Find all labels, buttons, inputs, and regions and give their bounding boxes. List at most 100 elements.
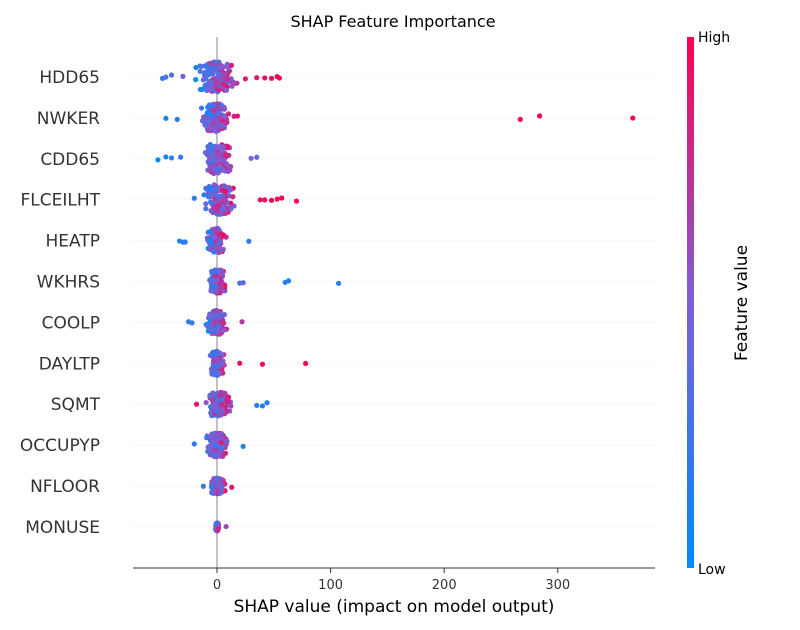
shap-dot (517, 116, 523, 122)
feature-label: HEATP (46, 232, 100, 252)
shap-dot (221, 104, 227, 110)
shap-dot (163, 154, 169, 160)
shap-dot (217, 290, 223, 296)
shap-dot (217, 151, 223, 157)
shap-dot (630, 115, 636, 121)
shap-dot (212, 127, 218, 133)
shap-dot (224, 397, 230, 403)
shap-dot (229, 83, 235, 89)
shap-dot (208, 186, 214, 193)
shap-dot (220, 370, 226, 376)
shap-dot (228, 403, 234, 409)
shap-dot (222, 183, 228, 190)
shap-dot (303, 360, 309, 367)
shap-dot (257, 197, 263, 203)
shap-dot (206, 156, 213, 162)
shap-dot (221, 145, 227, 151)
feature-label: WKHRS (37, 273, 100, 293)
shap-dot (212, 443, 219, 449)
shap-dot (214, 277, 220, 283)
shap-dot (207, 313, 213, 319)
shap-dot (220, 64, 227, 70)
shap-dot (218, 476, 224, 482)
shap-dot (213, 403, 219, 409)
x-ticks: 0 100 200 300 (213, 568, 570, 593)
colorbar-low-label: Low (698, 562, 726, 578)
shap-dot (259, 403, 266, 409)
shap-dot (254, 75, 260, 81)
shap-dot (214, 432, 220, 439)
shap-dot (207, 392, 213, 398)
shap-dot (219, 390, 225, 396)
shap-dot (207, 277, 213, 283)
shap-dot (215, 72, 221, 78)
shap-dot (218, 439, 224, 446)
shap-dot (279, 195, 285, 201)
shap-dot (213, 144, 219, 150)
shap-dot (198, 105, 205, 111)
shap-dot (203, 399, 209, 406)
shap-dot (268, 197, 275, 203)
shap-dot (254, 154, 260, 160)
shap-dot (193, 77, 199, 83)
shap-dot (207, 237, 214, 243)
shap-dot (211, 249, 217, 255)
shap-dot (234, 113, 241, 119)
shap-dot (224, 119, 230, 125)
colorbar-title: Feature value (732, 245, 752, 361)
x-axis-label: SHAP value (impact on model output) (234, 597, 555, 617)
shap-dot (213, 520, 219, 527)
shap-dot (201, 192, 207, 198)
shap-dot (219, 284, 225, 290)
shap-dots (155, 59, 636, 534)
shap-dot (276, 75, 283, 81)
shap-dot (239, 319, 245, 325)
shap-dot (210, 71, 216, 77)
shap-dot (228, 187, 234, 193)
shap-dot (216, 323, 222, 329)
shap-dot (240, 280, 246, 286)
shap-dot (206, 70, 212, 76)
feature-label: NFLOOR (30, 477, 100, 497)
shap-dot (211, 166, 217, 172)
shap-dot (228, 62, 235, 68)
shap-dot (246, 238, 252, 244)
shap-dot (216, 240, 222, 246)
shap-dot (216, 187, 222, 193)
shap-dot (214, 475, 220, 481)
shap-dot (537, 113, 543, 119)
shap-dot (211, 182, 217, 188)
shap-dot (240, 443, 246, 449)
shap-dot (199, 86, 206, 92)
shap-dot (216, 202, 222, 209)
shap-dot (219, 396, 225, 402)
shap-dot (213, 61, 219, 67)
shap-dot (216, 126, 222, 132)
shap-dot (217, 121, 223, 127)
shap-dot (208, 325, 215, 331)
shap-dot (211, 351, 217, 357)
shap-dot (199, 118, 205, 124)
shap-dot (207, 60, 213, 66)
shap-dot (264, 400, 270, 406)
shap-dot (189, 320, 195, 326)
shap-dot (205, 144, 211, 150)
shap-dot (178, 154, 184, 160)
shap-dot (222, 210, 228, 216)
shap-dot (202, 122, 208, 128)
shap-dot (285, 278, 292, 284)
shap-dot (202, 71, 208, 77)
x-tick-label: 100 (318, 578, 343, 593)
shap-dot (211, 158, 217, 164)
shap-dot (215, 170, 221, 176)
feature-label: HDD65 (39, 68, 100, 88)
shap-dot (208, 484, 215, 490)
shap-dot (222, 450, 229, 456)
shap-dot (212, 227, 219, 233)
shap-dot (215, 166, 221, 172)
shap-dot (213, 313, 219, 319)
shap-dot (220, 187, 226, 194)
shap-dot (223, 76, 230, 82)
shap-dot (211, 103, 217, 109)
shap-dot (222, 403, 229, 409)
